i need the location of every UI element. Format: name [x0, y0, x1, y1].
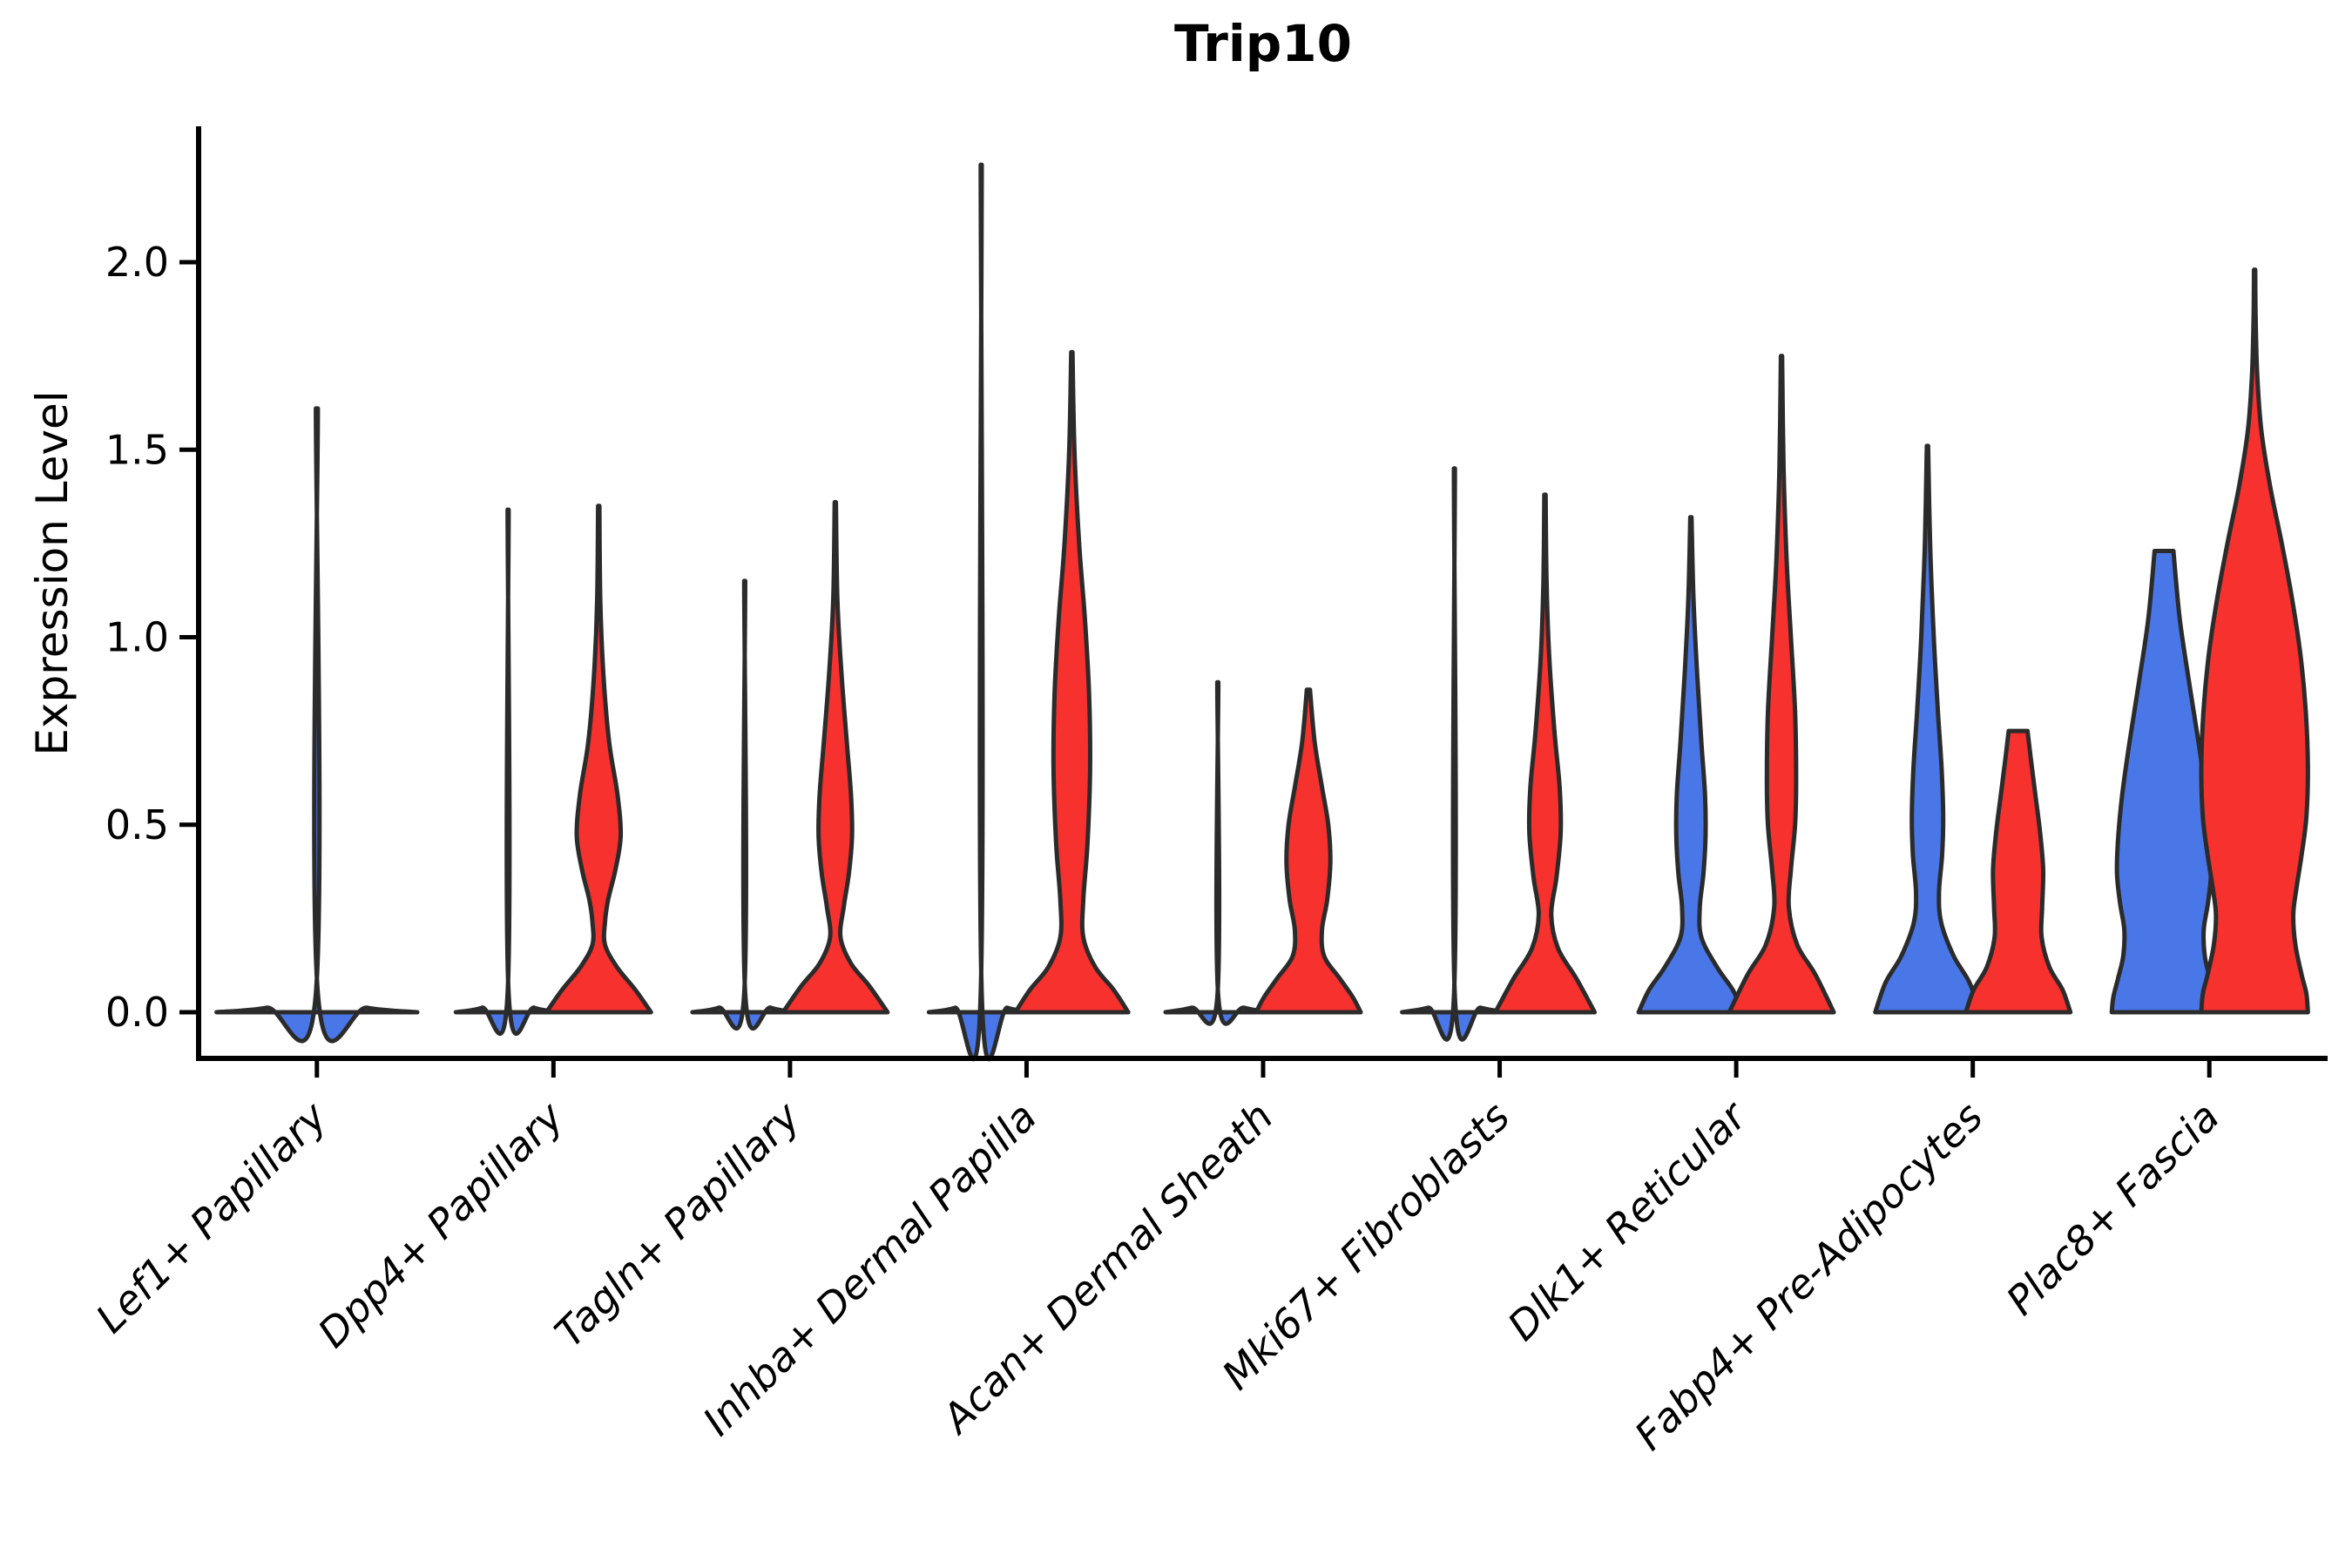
violin-inhba-dermal-papilla-right: [1013, 349, 1131, 1015]
violin-fabp4-pre-adipocytes-left: [1873, 443, 1983, 1015]
y-tick-label: 1.0: [105, 614, 169, 661]
y-tick-label: 1.5: [105, 426, 169, 473]
violin-acan-dermal-sheath-right: [1254, 687, 1363, 1015]
y-tick-label: 2.0: [105, 239, 169, 286]
x-tick-label: Dlk1+ Reticular: [1498, 1091, 1757, 1349]
violin-inhba-dermal-papilla-left: [926, 162, 1036, 1062]
violin-dpp4-papillary-left: [453, 507, 563, 1037]
violin-tagln-papillary-right: [781, 500, 890, 1015]
x-tick-label: Lef1+ Papillary: [87, 1092, 336, 1342]
violin-mki67-fibroblasts-left: [1400, 466, 1510, 1042]
violin-acan-dermal-sheath-left: [1163, 679, 1273, 1026]
x-tick-label: Plac8+ Fascia: [1997, 1093, 2228, 1324]
violin-dpp4-papillary-right: [544, 504, 653, 1015]
x-tick-label: Tagln+ Papillary: [545, 1092, 809, 1356]
violin-dlk1-reticular-right: [1727, 354, 1836, 1015]
chart-title: Trip10: [1174, 14, 1352, 73]
violin-dlk1-reticular-left: [1636, 515, 1746, 1015]
y-tick-label: 0.0: [105, 989, 169, 1036]
violin-plac8-fascia-right: [2199, 267, 2310, 1015]
violin-mki67-fibroblasts-right: [1493, 492, 1598, 1015]
x-tick-label: Dpp4+ Papillary: [308, 1092, 572, 1356]
y-tick-label: 0.5: [105, 801, 169, 848]
violin-lef1-papillary-center: [214, 406, 420, 1044]
violin-tagln-papillary-left: [690, 578, 800, 1031]
violin-fabp4-pre-adipocytes-right: [1963, 728, 2073, 1015]
